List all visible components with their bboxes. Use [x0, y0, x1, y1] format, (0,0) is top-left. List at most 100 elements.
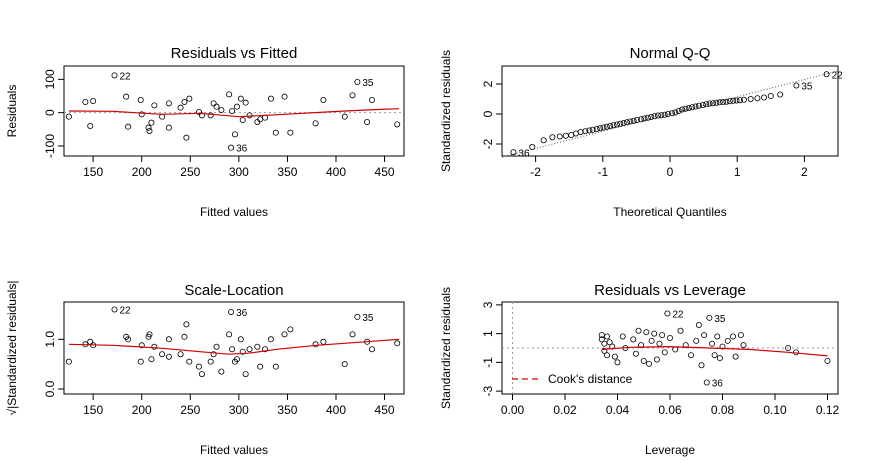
x-tick-label: 300: [229, 403, 249, 417]
point-label: 36: [236, 144, 248, 155]
data-point: [145, 124, 152, 131]
smoother-line: [601, 345, 828, 357]
data-point: [644, 114, 651, 121]
data-point: [239, 117, 246, 124]
panel-title: Residuals vs Fitted: [171, 45, 298, 62]
ticks-group: 150 200 250 300 350 400 450 0.0 1.0: [43, 331, 395, 417]
data-point: [761, 94, 768, 101]
data-point: [287, 129, 294, 136]
data-point: [562, 132, 569, 139]
x-tick-label: 350: [277, 403, 297, 417]
x-tick-label: -1: [597, 165, 608, 179]
ticks-group: 150 200 250 300 350 400 450 -100 0 100: [43, 69, 395, 179]
data-point: [159, 351, 166, 358]
point-label: 22: [832, 70, 844, 81]
data-point: [695, 321, 702, 328]
ticks-group: 0.00 0.02 0.04 0.06 0.08 0.10 0.12 -3 -1 1 3: [481, 301, 840, 417]
x-tick-label: 300: [229, 165, 249, 179]
y-tick-label: 1: [481, 330, 495, 337]
data-point: [198, 112, 205, 119]
legend: Cook's distance: [512, 372, 633, 386]
point-label: 35: [362, 313, 374, 324]
data-point: [630, 336, 637, 343]
data-point: [611, 353, 618, 360]
data-point: [287, 326, 294, 333]
data-point: [695, 102, 702, 109]
data-point: [165, 336, 172, 343]
data-point: [368, 97, 375, 104]
y-tick-label: -1: [481, 357, 495, 368]
data-point: [233, 103, 240, 110]
data-point: [730, 333, 737, 340]
data-point: [713, 99, 720, 106]
data-point: [213, 103, 220, 110]
point-label: 36: [712, 379, 724, 390]
data-point: [635, 327, 642, 334]
data-point: [692, 103, 699, 110]
data-point: [123, 93, 130, 100]
data-point: [254, 343, 261, 350]
data-point: [648, 337, 655, 344]
points-group: 22 36 35: [65, 305, 401, 378]
data-point: [281, 93, 288, 100]
data-point: [730, 97, 737, 104]
data-point: [181, 333, 188, 340]
data-point: [659, 332, 666, 339]
data-point: [186, 358, 193, 365]
data-point: [125, 336, 132, 343]
x-tick-label: 1: [734, 165, 741, 179]
data-point: [651, 330, 658, 337]
data-point: [262, 346, 269, 353]
points-group: 22 35 36: [64, 71, 404, 155]
data-point: [767, 93, 774, 100]
data-point: [137, 358, 144, 365]
point-label: 22: [120, 305, 132, 316]
data-point: [777, 91, 784, 98]
plot-frame: [63, 301, 405, 395]
y-tick-label: 0: [43, 109, 57, 116]
panel-residuals-vs-fitted: Residuals vs Fitted 150 200 250 300 350 400 45…: [5, 45, 405, 219]
data-point: [349, 92, 356, 99]
data-point: [740, 96, 747, 103]
data-point: [207, 112, 214, 119]
data-point: [237, 336, 244, 343]
data-point: [210, 100, 217, 107]
data-point: [183, 134, 190, 141]
data-point: [228, 144, 235, 151]
plot-frame: [501, 65, 839, 157]
data-point: [577, 128, 584, 135]
data-point: [65, 113, 72, 120]
data-point: [620, 120, 627, 127]
point-label: 36: [236, 308, 248, 319]
data-point: [598, 332, 605, 339]
x-tick-label: 2: [801, 165, 808, 179]
data-point: [716, 355, 723, 362]
data-point: [603, 123, 610, 130]
data-point: [281, 331, 288, 338]
y-tick-label: -2: [481, 138, 495, 149]
data-point: [364, 119, 371, 126]
data-point: [688, 352, 695, 359]
data-point: [726, 98, 733, 105]
data-point: [111, 306, 118, 313]
x-tick-label: 200: [132, 165, 152, 179]
data-point: [198, 371, 205, 378]
data-point: [638, 116, 645, 123]
x-tick-label: 0.04: [606, 403, 630, 417]
point-label: 36: [518, 148, 530, 159]
data-point: [601, 347, 608, 354]
x-tick-label: 450: [375, 165, 395, 179]
data-point: [699, 102, 706, 109]
panel-title: Normal Q-Q: [630, 45, 711, 62]
data-point: [623, 119, 630, 126]
data-point: [354, 313, 361, 320]
x-tick-label: 150: [83, 403, 103, 417]
data-point: [137, 97, 144, 104]
data-point: [714, 333, 721, 340]
panel-title: Scale-Location: [184, 282, 283, 299]
data-point: [556, 133, 563, 140]
data-point: [177, 104, 184, 111]
data-point: [720, 99, 727, 106]
data-point: [617, 120, 624, 127]
data-point: [823, 71, 830, 78]
